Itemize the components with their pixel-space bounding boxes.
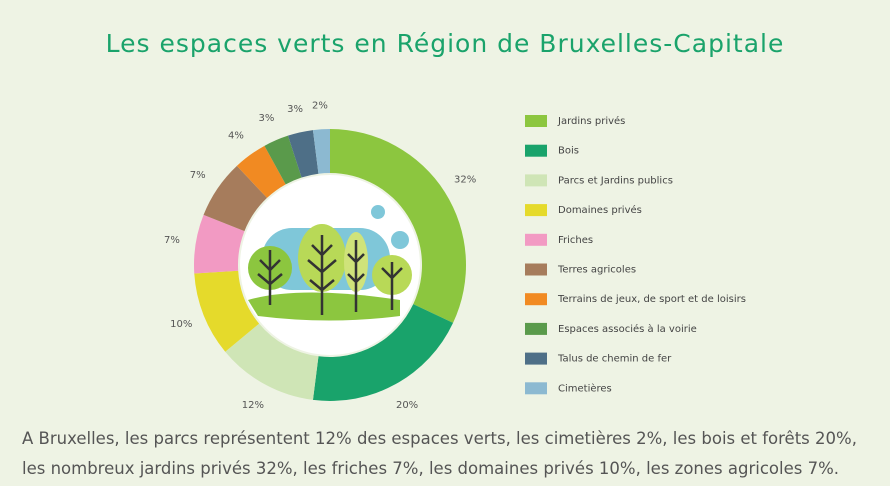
legend-label: Friches: [558, 235, 593, 246]
value-label: 3%: [259, 113, 275, 124]
legend-label: Terrains de jeux, de sport et de loisirs: [557, 294, 746, 305]
caption-line: les nombreux jardins privés 32%, les fri…: [22, 459, 839, 478]
legend-swatch: [525, 115, 547, 127]
chart: Les espaces verts en Région de Bruxelles…: [0, 0, 890, 486]
illustration: [240, 175, 420, 355]
value-label: 10%: [170, 319, 192, 330]
legend-swatch: [525, 382, 547, 394]
legend-swatch: [525, 353, 547, 365]
value-label: 20%: [396, 400, 418, 411]
value-label: 12%: [242, 400, 264, 411]
legend-swatch: [525, 204, 547, 216]
value-label: 7%: [190, 170, 206, 181]
legend-swatch: [525, 174, 547, 186]
chart-title: Les espaces verts en Région de Bruxelles…: [106, 29, 785, 58]
value-label: 4%: [228, 131, 244, 142]
legend-swatch: [525, 293, 547, 305]
value-label: 32%: [454, 174, 476, 185]
legend-label: Terres agricoles: [557, 265, 636, 276]
legend-swatch: [525, 264, 547, 276]
legend-label: Domaines privés: [558, 204, 642, 216]
caption-line: A Bruxelles, les parcs représentent 12% …: [22, 429, 857, 448]
legend-label: Jardins privés: [557, 115, 625, 127]
value-label: 2%: [312, 100, 328, 111]
legend-label: Talus de chemin de fer: [557, 354, 672, 365]
value-label: 7%: [164, 235, 180, 246]
legend-label: Bois: [558, 146, 579, 157]
legend-label: Cimetières: [558, 382, 612, 394]
legend-swatch: [525, 323, 547, 335]
legend-label: Espaces associés à la voirie: [558, 323, 697, 335]
value-label: 3%: [287, 104, 303, 115]
legend-swatch: [525, 145, 547, 157]
legend-swatch: [525, 234, 547, 246]
legend-label: Parcs et Jardins publics: [558, 175, 673, 186]
